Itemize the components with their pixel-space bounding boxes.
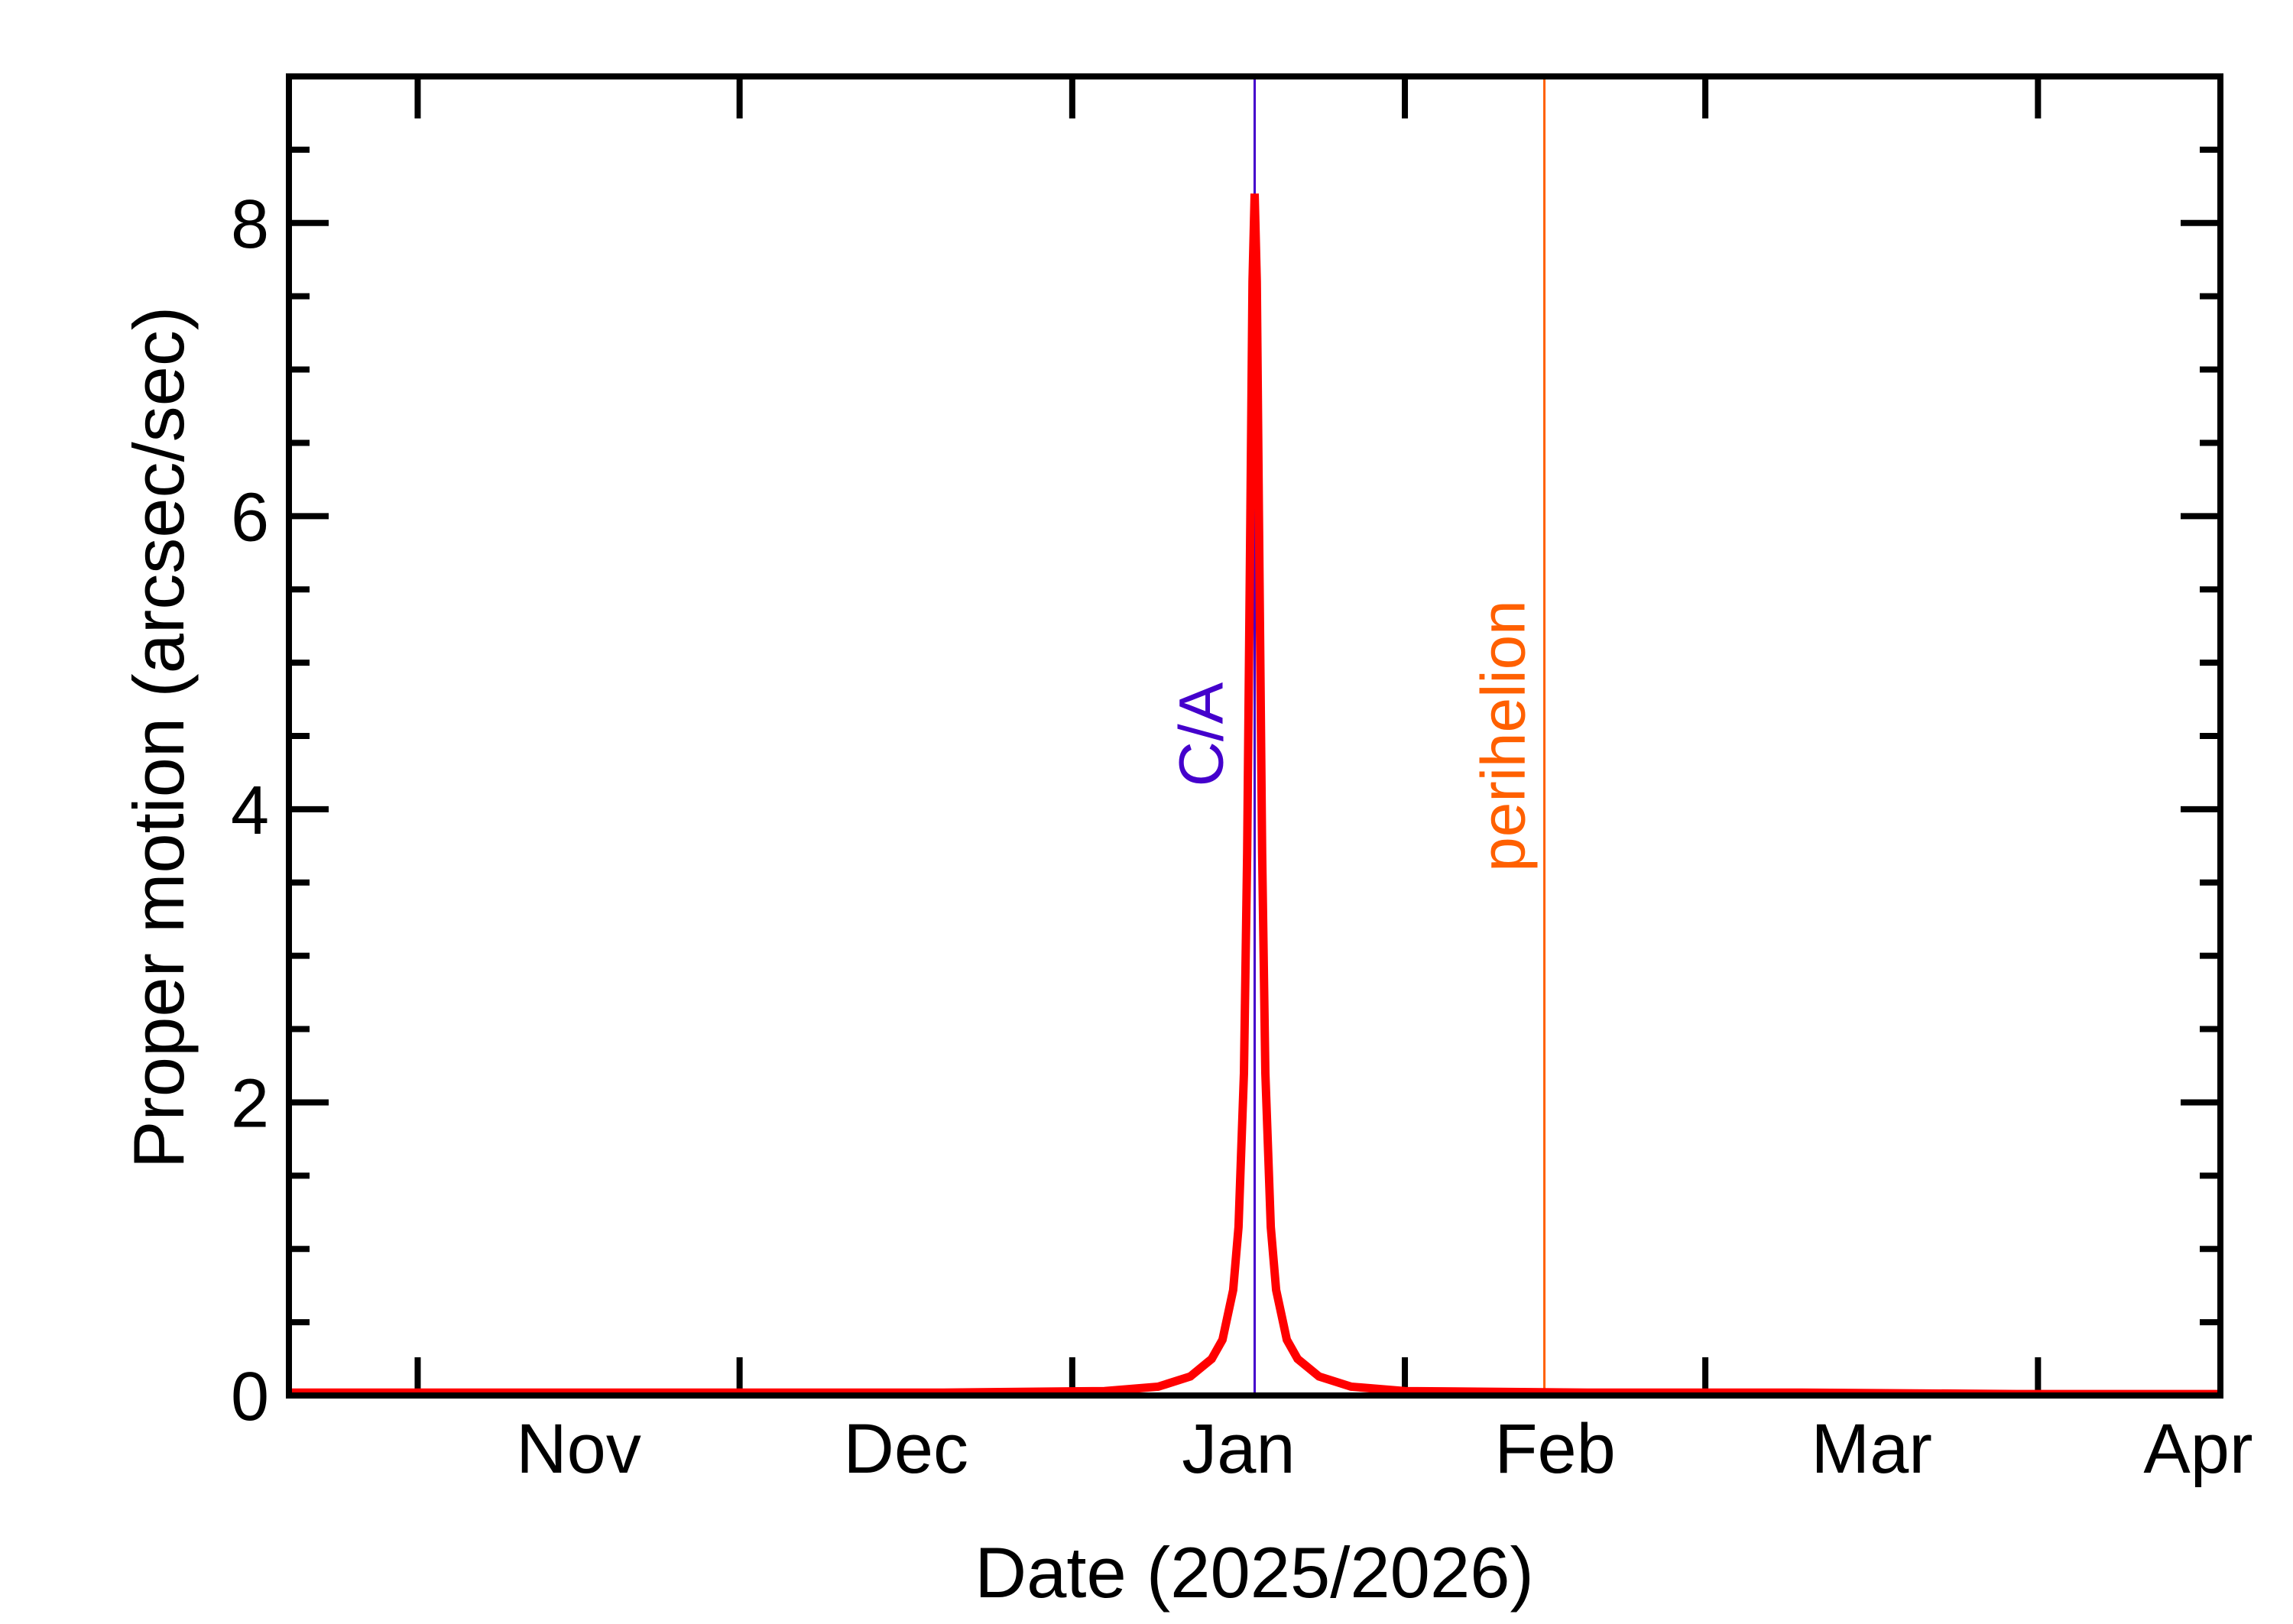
y-tick-labels: 0 2 4 6 8 <box>231 186 269 1435</box>
marker-label-perihelion: perihelion <box>1469 600 1539 872</box>
x-month-label: Dec <box>843 1410 968 1488</box>
y-tick-label: 2 <box>231 1065 269 1142</box>
x-axis-title: Date (2025/2026) <box>975 1532 1534 1613</box>
y-axis-title: Proper motion (arcsec/sec) <box>118 306 199 1169</box>
y-tick-label: 8 <box>231 186 269 263</box>
proper-motion-line <box>289 193 2220 1399</box>
x-month-label: Apr <box>2143 1410 2252 1488</box>
x-month-label: Feb <box>1494 1410 1616 1488</box>
event-markers: C/A perihelion <box>1167 76 1546 1395</box>
data-series <box>289 193 2220 1399</box>
x-month-label: Jan <box>1182 1410 1295 1488</box>
y-tick-label: 0 <box>231 1359 269 1435</box>
y-minor-ticks <box>289 73 2220 1326</box>
plot-frame <box>286 73 2223 1399</box>
x-month-label: Mar <box>1811 1410 1932 1488</box>
y-tick-label: 6 <box>231 479 269 556</box>
y-tick-label: 4 <box>231 773 269 849</box>
x-month-label: Nov <box>516 1410 641 1488</box>
marker-label-ca: C/A <box>1167 682 1237 786</box>
x-month-labels: Nov Dec Jan Feb Mar Apr <box>516 1410 2252 1488</box>
